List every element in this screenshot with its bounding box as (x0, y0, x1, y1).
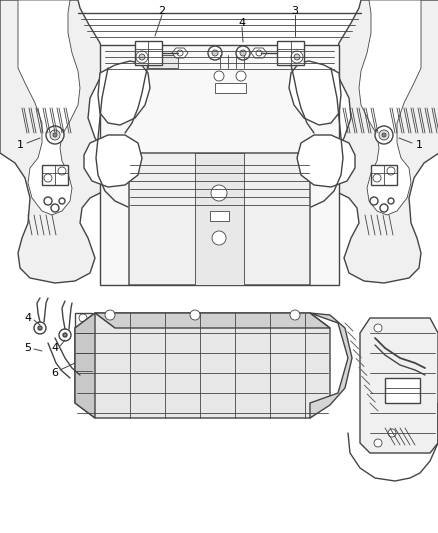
Circle shape (58, 167, 66, 175)
Circle shape (373, 324, 381, 332)
Circle shape (372, 174, 380, 182)
Circle shape (211, 185, 226, 201)
Circle shape (177, 50, 183, 56)
Circle shape (59, 329, 71, 341)
Polygon shape (328, 0, 438, 283)
Polygon shape (251, 48, 266, 58)
Circle shape (236, 46, 249, 60)
Circle shape (79, 369, 87, 377)
Circle shape (213, 71, 223, 81)
Circle shape (379, 204, 387, 212)
Polygon shape (172, 48, 187, 58)
Circle shape (105, 310, 115, 320)
Polygon shape (194, 153, 244, 285)
Polygon shape (0, 0, 110, 283)
Text: 4: 4 (51, 343, 58, 353)
Polygon shape (42, 165, 68, 185)
Circle shape (50, 130, 60, 140)
Circle shape (63, 333, 67, 337)
Text: 1: 1 (17, 140, 24, 150)
Circle shape (369, 197, 377, 205)
Text: 4: 4 (25, 313, 32, 323)
Circle shape (136, 51, 148, 63)
Circle shape (212, 231, 226, 245)
Circle shape (51, 204, 59, 212)
Circle shape (378, 130, 388, 140)
Polygon shape (95, 313, 329, 328)
Text: 3: 3 (291, 6, 298, 16)
Circle shape (387, 429, 395, 437)
Circle shape (190, 310, 200, 320)
Polygon shape (215, 83, 245, 93)
Polygon shape (148, 55, 177, 68)
Circle shape (44, 174, 52, 182)
Polygon shape (18, 0, 80, 215)
Polygon shape (75, 313, 329, 418)
Polygon shape (309, 313, 351, 418)
Circle shape (374, 126, 392, 144)
Polygon shape (276, 41, 303, 65)
Polygon shape (297, 135, 354, 187)
Polygon shape (98, 61, 150, 125)
Polygon shape (359, 318, 437, 453)
Polygon shape (75, 313, 92, 378)
Circle shape (240, 50, 245, 56)
Polygon shape (100, 45, 338, 285)
Circle shape (373, 439, 381, 447)
Circle shape (79, 314, 87, 322)
Circle shape (290, 51, 302, 63)
Text: 2: 2 (158, 6, 165, 16)
Text: 1: 1 (414, 140, 421, 150)
Polygon shape (209, 211, 229, 221)
Polygon shape (75, 313, 95, 418)
Circle shape (290, 310, 299, 320)
Polygon shape (358, 0, 420, 215)
Circle shape (139, 54, 145, 60)
Circle shape (381, 133, 385, 137)
Circle shape (208, 46, 222, 60)
Circle shape (255, 50, 261, 56)
Circle shape (387, 198, 393, 204)
Polygon shape (370, 165, 396, 185)
Circle shape (53, 133, 57, 137)
Polygon shape (0, 0, 438, 285)
Circle shape (34, 322, 46, 334)
Circle shape (46, 126, 64, 144)
Polygon shape (84, 135, 141, 187)
Circle shape (212, 50, 218, 56)
Text: 6: 6 (51, 368, 58, 378)
Circle shape (44, 197, 52, 205)
Circle shape (38, 326, 42, 330)
Polygon shape (129, 153, 309, 285)
Polygon shape (135, 41, 162, 65)
Text: 5: 5 (25, 343, 32, 353)
Polygon shape (288, 61, 340, 125)
Text: 4: 4 (238, 18, 245, 28)
Circle shape (59, 198, 65, 204)
Polygon shape (384, 378, 419, 403)
Circle shape (293, 54, 299, 60)
Circle shape (236, 71, 245, 81)
Circle shape (386, 167, 394, 175)
